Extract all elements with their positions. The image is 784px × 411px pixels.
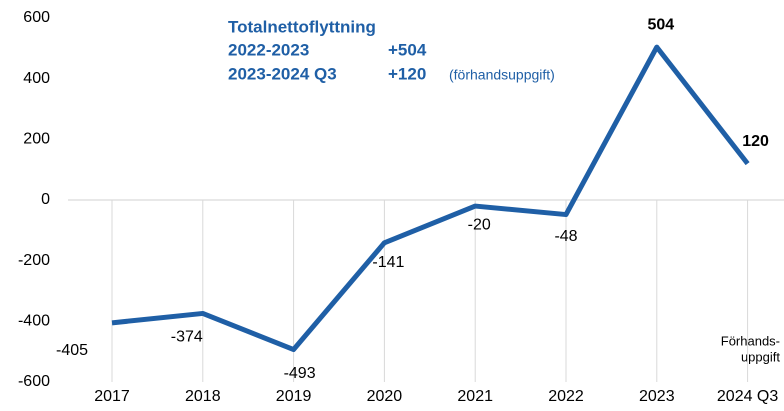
y-tick-label: 600 — [23, 9, 50, 26]
footnote: Förhands- — [721, 333, 780, 348]
data-label: 504 — [647, 16, 674, 33]
y-tick-label: -200 — [18, 252, 50, 269]
data-label: -405 — [56, 342, 88, 359]
annotation-period: 2023-2024 Q3 — [228, 64, 337, 83]
data-label: -20 — [468, 216, 491, 233]
x-tick-label: 2023 — [639, 388, 675, 405]
x-tick-label: 2024 Q3 — [717, 388, 778, 405]
y-tick-label: 400 — [23, 70, 50, 87]
data-label: -493 — [284, 365, 316, 382]
x-tick-label: 2017 — [94, 388, 130, 405]
annotation-value: +120 — [388, 64, 426, 83]
footnote: uppgift — [741, 349, 780, 364]
y-tick-label: 0 — [41, 191, 50, 208]
line — [111, 44, 750, 353]
data-label: -141 — [372, 254, 404, 271]
annotation-note: (förhandsuppgift) — [449, 67, 555, 83]
x-tick-label: 2019 — [276, 388, 312, 405]
x-tick-label: 2018 — [185, 388, 221, 405]
y-tick-label: -400 — [18, 313, 50, 330]
y-tick-label: -600 — [18, 373, 50, 390]
annotation-title: Totalnettoflyttning — [228, 17, 376, 36]
x-tick-label: 2022 — [548, 388, 584, 405]
x-tick-label: 2020 — [367, 388, 403, 405]
data-label: -374 — [171, 329, 203, 346]
x-tick-label: 2021 — [457, 388, 493, 405]
annotation-value: +504 — [388, 40, 427, 59]
data-label: 120 — [742, 133, 769, 150]
data-label: -48 — [554, 228, 577, 245]
y-tick-label: 200 — [23, 131, 50, 148]
annotation-period: 2022-2023 — [228, 40, 309, 59]
